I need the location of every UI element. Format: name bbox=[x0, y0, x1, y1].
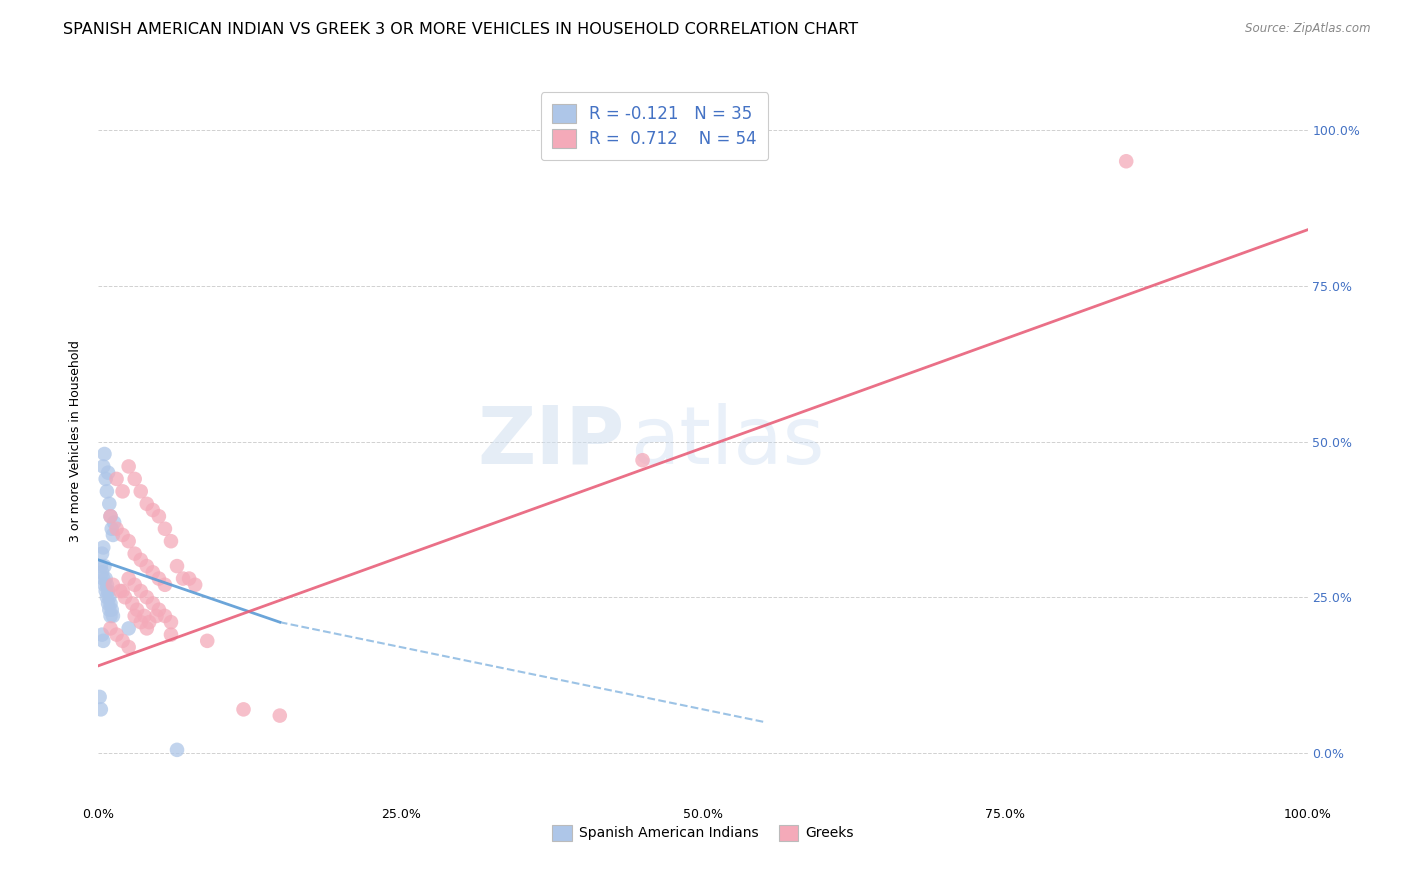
Point bbox=[124, 609, 146, 624]
Point bbox=[127, 603, 149, 617]
Point bbox=[90, 559, 112, 574]
Point bbox=[129, 484, 152, 499]
Point bbox=[134, 609, 156, 624]
Point bbox=[94, 584, 117, 599]
Point bbox=[124, 547, 146, 561]
Point bbox=[129, 615, 152, 630]
Point bbox=[90, 702, 112, 716]
Point bbox=[142, 566, 165, 580]
Point bbox=[103, 516, 125, 530]
Point bbox=[124, 578, 146, 592]
Point bbox=[105, 522, 128, 536]
Point bbox=[105, 472, 128, 486]
Point bbox=[97, 597, 120, 611]
Point bbox=[91, 541, 114, 555]
Point bbox=[91, 627, 114, 641]
Legend: Spanish American Indians, Greeks: Spanish American Indians, Greeks bbox=[547, 819, 859, 847]
Point bbox=[91, 547, 114, 561]
Point bbox=[100, 509, 122, 524]
Point bbox=[118, 572, 141, 586]
Text: SPANISH AMERICAN INDIAN VS GREEK 3 OR MORE VEHICLES IN HOUSEHOLD CORRELATION CHA: SPANISH AMERICAN INDIAN VS GREEK 3 OR MO… bbox=[63, 22, 859, 37]
Point bbox=[118, 459, 141, 474]
Point bbox=[111, 528, 134, 542]
Point bbox=[153, 609, 176, 624]
Point bbox=[100, 621, 122, 635]
Point bbox=[118, 640, 141, 654]
Point bbox=[124, 472, 146, 486]
Point bbox=[184, 578, 207, 592]
Point bbox=[96, 484, 118, 499]
Point bbox=[105, 627, 128, 641]
Point bbox=[93, 559, 115, 574]
Point bbox=[101, 609, 124, 624]
Point bbox=[111, 484, 134, 499]
Point bbox=[93, 447, 115, 461]
Point bbox=[166, 743, 188, 757]
Point bbox=[91, 459, 114, 474]
Point bbox=[232, 702, 254, 716]
Point bbox=[91, 566, 114, 580]
Y-axis label: 3 or more Vehicles in Household: 3 or more Vehicles in Household bbox=[69, 341, 83, 542]
Point bbox=[98, 497, 121, 511]
Point bbox=[1115, 154, 1137, 169]
Point bbox=[100, 609, 122, 624]
Point bbox=[114, 591, 136, 605]
Point bbox=[97, 584, 120, 599]
Point bbox=[153, 522, 176, 536]
Point bbox=[179, 572, 201, 586]
Point bbox=[91, 572, 114, 586]
Point bbox=[118, 534, 141, 549]
Point bbox=[100, 603, 122, 617]
Point bbox=[94, 472, 117, 486]
Point bbox=[129, 553, 152, 567]
Point bbox=[153, 578, 176, 592]
Point bbox=[100, 522, 122, 536]
Point bbox=[142, 503, 165, 517]
Point bbox=[100, 509, 122, 524]
Point bbox=[195, 633, 218, 648]
Point bbox=[145, 609, 167, 624]
Point bbox=[118, 621, 141, 635]
Point bbox=[121, 597, 143, 611]
Point bbox=[148, 603, 170, 617]
Point bbox=[111, 633, 134, 648]
Point bbox=[135, 559, 157, 574]
Point bbox=[166, 559, 188, 574]
Point bbox=[94, 572, 117, 586]
Point bbox=[138, 615, 160, 630]
Point bbox=[269, 708, 291, 723]
Point bbox=[101, 578, 124, 592]
Point bbox=[97, 466, 120, 480]
Point bbox=[101, 528, 124, 542]
Point bbox=[160, 615, 183, 630]
Point bbox=[135, 621, 157, 635]
Point bbox=[148, 509, 170, 524]
Point bbox=[111, 584, 134, 599]
Point bbox=[172, 572, 194, 586]
Point bbox=[129, 584, 152, 599]
Point bbox=[108, 584, 131, 599]
Point bbox=[135, 591, 157, 605]
Point bbox=[96, 578, 118, 592]
Point bbox=[98, 591, 121, 605]
Point bbox=[631, 453, 654, 467]
Point bbox=[91, 633, 114, 648]
Point bbox=[135, 497, 157, 511]
Point bbox=[93, 578, 115, 592]
Point bbox=[98, 603, 121, 617]
Text: ZIP: ZIP bbox=[477, 402, 624, 481]
Text: atlas: atlas bbox=[630, 402, 825, 481]
Point bbox=[148, 572, 170, 586]
Point bbox=[89, 690, 111, 704]
Point bbox=[142, 597, 165, 611]
Text: Source: ZipAtlas.com: Source: ZipAtlas.com bbox=[1246, 22, 1371, 36]
Point bbox=[160, 534, 183, 549]
Point bbox=[160, 627, 183, 641]
Point bbox=[96, 591, 118, 605]
Point bbox=[100, 597, 122, 611]
